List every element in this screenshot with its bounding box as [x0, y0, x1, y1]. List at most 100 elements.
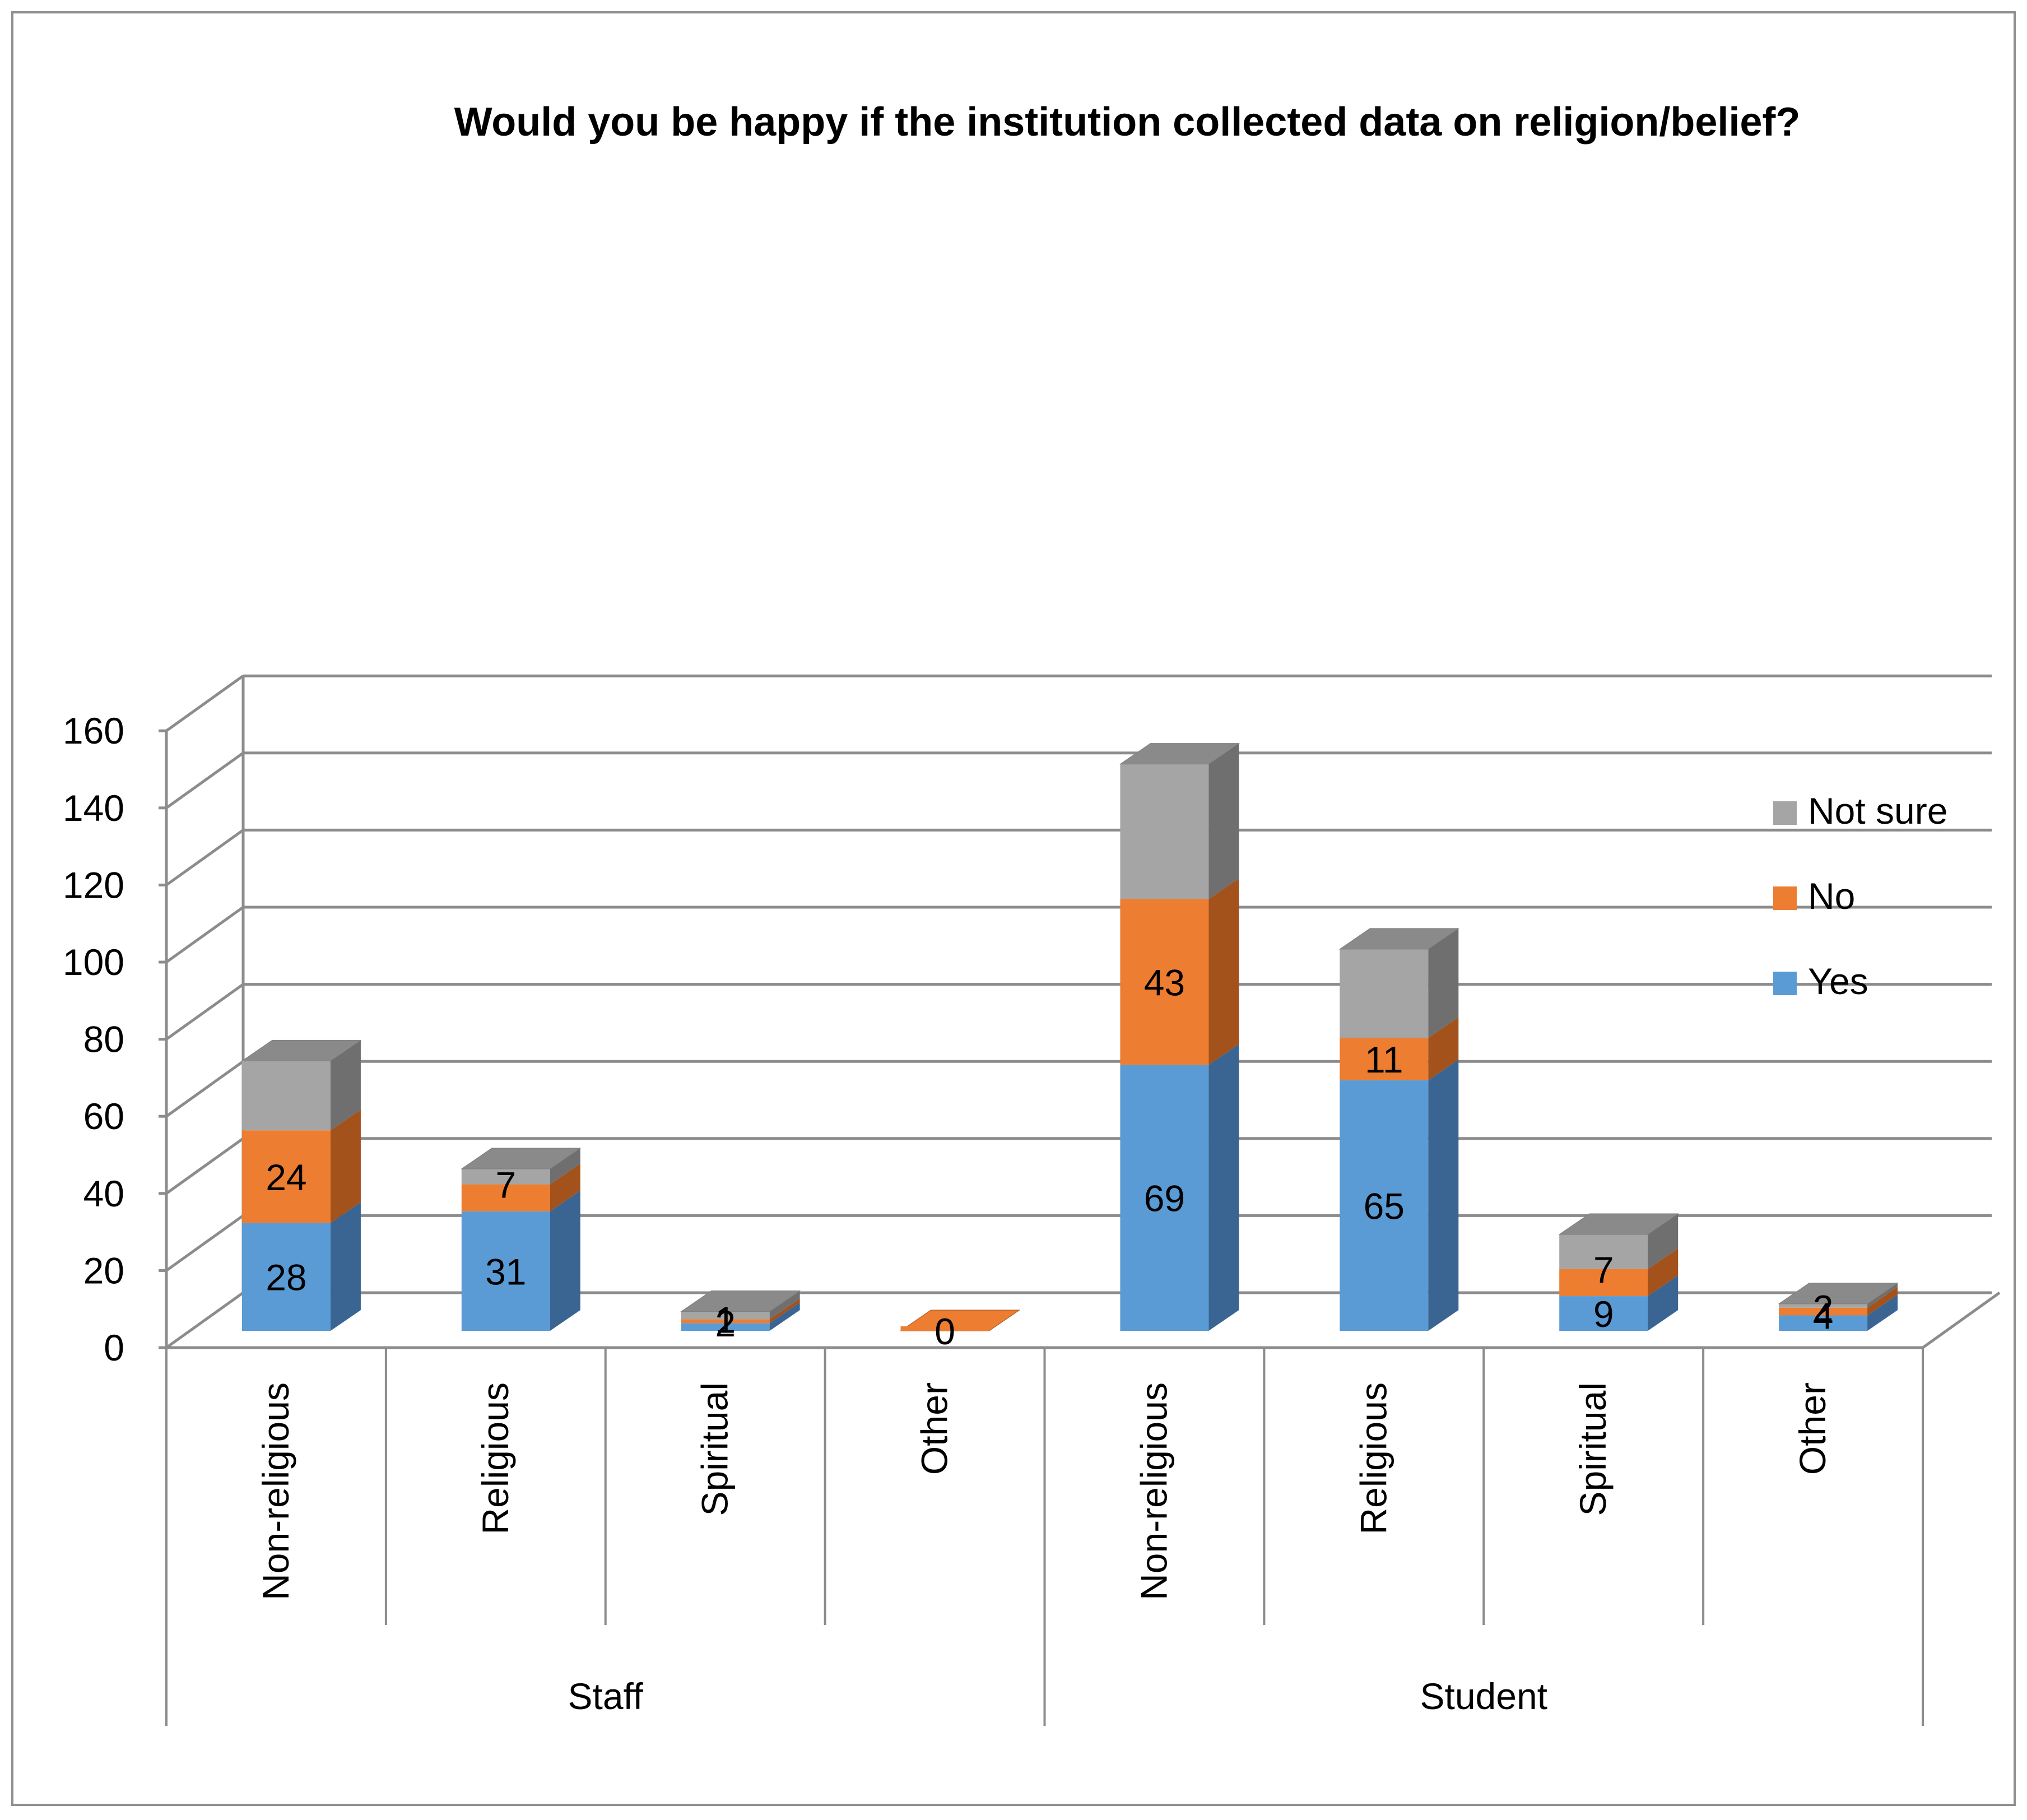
category-label: Other [1792, 1382, 1833, 1475]
y-tick-label: 100 [63, 941, 124, 983]
category-label: Non-religious [1133, 1382, 1174, 1600]
bar-side [330, 1109, 361, 1223]
bar-yes[interactable] [1120, 1065, 1209, 1331]
bar-layer [241, 743, 1899, 1331]
bar-yes[interactable] [241, 1223, 331, 1331]
bar-side [550, 1148, 580, 1185]
bar-side [769, 1302, 800, 1331]
category-label: Spiritual [1572, 1382, 1614, 1516]
y-tick-label: 80 [83, 1019, 124, 1060]
data-label: 0 [935, 1311, 955, 1352]
bar-side [1208, 1044, 1239, 1331]
bar-not-sure[interactable] [1779, 1303, 1868, 1308]
chart-title: Would you be happy if the institution co… [454, 100, 1801, 145]
floor-edge [1922, 1291, 2001, 1349]
bar-side [1867, 1294, 1898, 1331]
legend-label: No [1808, 875, 1855, 917]
side-gridline [165, 675, 244, 732]
bar-side [1867, 1287, 1898, 1316]
bar-side [550, 1163, 580, 1211]
bar-yes[interactable] [1779, 1315, 1868, 1331]
side-gridline [165, 906, 244, 964]
bar-not-sure[interactable] [681, 1311, 770, 1320]
data-label: 7 [495, 1164, 516, 1206]
data-label: 11 [1365, 1039, 1403, 1080]
legend-swatch [1773, 886, 1797, 910]
side-gridline [165, 1060, 244, 1118]
y-tick-label: 0 [104, 1327, 124, 1368]
category-label: Religious [1352, 1382, 1394, 1534]
bar-not-sure[interactable] [461, 1169, 550, 1185]
bar-no[interactable] [241, 1130, 331, 1223]
bar-no[interactable] [1120, 899, 1209, 1065]
bar-side [769, 1290, 800, 1320]
bar-yes[interactable] [1559, 1296, 1648, 1331]
side-gridline [165, 751, 244, 809]
bar-not-sure[interactable] [1120, 764, 1209, 899]
bar-side [1428, 1017, 1459, 1080]
data-label: 31 [485, 1251, 526, 1292]
bar-top [1778, 1283, 1899, 1304]
bar-side [1867, 1283, 1898, 1308]
bar-side [769, 1298, 800, 1324]
bar-side [1648, 1214, 1679, 1269]
legend-swatch [1773, 801, 1797, 825]
bar-no[interactable] [461, 1184, 550, 1211]
bar-side [1208, 878, 1239, 1065]
data-label: 65 [1364, 1185, 1405, 1227]
bar-top [241, 1039, 362, 1061]
bar-top [1119, 743, 1240, 765]
bar-no[interactable] [1559, 1269, 1648, 1297]
side-gridline [165, 1214, 244, 1272]
data-label: 1 [715, 1299, 736, 1340]
y-tick-label: 20 [83, 1250, 124, 1291]
category-label: Non-religious [255, 1382, 296, 1600]
bar-not-sure[interactable] [1340, 949, 1429, 1038]
bar-yes[interactable] [461, 1211, 550, 1331]
data-label: 0 [935, 1311, 955, 1352]
side-gridline [165, 1137, 244, 1195]
bar-side [1428, 928, 1459, 1038]
bar-yes[interactable] [1340, 1080, 1429, 1331]
y-tick-label: 40 [83, 1173, 124, 1214]
data-label: 9 [1593, 1293, 1614, 1335]
data-label: 4 [1813, 1295, 1834, 1336]
legend-label: Not sure [1808, 790, 1947, 832]
bar-side [330, 1040, 361, 1131]
data-label: 69 [1144, 1178, 1185, 1219]
side-gridline [165, 983, 244, 1041]
legend-swatch [1773, 972, 1797, 995]
bar-no[interactable] [1340, 1038, 1429, 1080]
category-label: Religious [475, 1382, 516, 1534]
data-label: 28 [266, 1257, 306, 1298]
bar-side [1648, 1248, 1679, 1297]
data-label: 2 [715, 1303, 736, 1344]
bar-top [1558, 1213, 1679, 1235]
bar-not-sure[interactable] [241, 1061, 331, 1131]
group-label: Staff [568, 1675, 643, 1717]
bar-no[interactable] [1779, 1307, 1868, 1316]
bar-no[interactable] [681, 1319, 770, 1324]
bar-side [1428, 1059, 1459, 1331]
bar-top [1338, 928, 1459, 950]
bar-yes[interactable] [681, 1323, 770, 1331]
bar-not-sure[interactable] [1559, 1234, 1648, 1269]
y-tick-label: 120 [63, 864, 124, 906]
data-label: 43 [1144, 962, 1185, 1003]
bar-side [1208, 743, 1239, 899]
data-label: 7 [1593, 1249, 1614, 1290]
y-tick-label: 160 [63, 710, 124, 751]
data-label: 2 [1813, 1288, 1834, 1329]
bar-top [680, 1290, 801, 1312]
category-axis: Non-religious Religious Spiritual Other Non-… [165, 1348, 1924, 1726]
category-label: Spiritual [694, 1382, 736, 1516]
bar-side [330, 1202, 361, 1331]
y-tick-label: 60 [83, 1095, 124, 1137]
bar-top [461, 1148, 582, 1169]
bar-side [550, 1190, 580, 1331]
group-label: Student [1420, 1675, 1547, 1717]
